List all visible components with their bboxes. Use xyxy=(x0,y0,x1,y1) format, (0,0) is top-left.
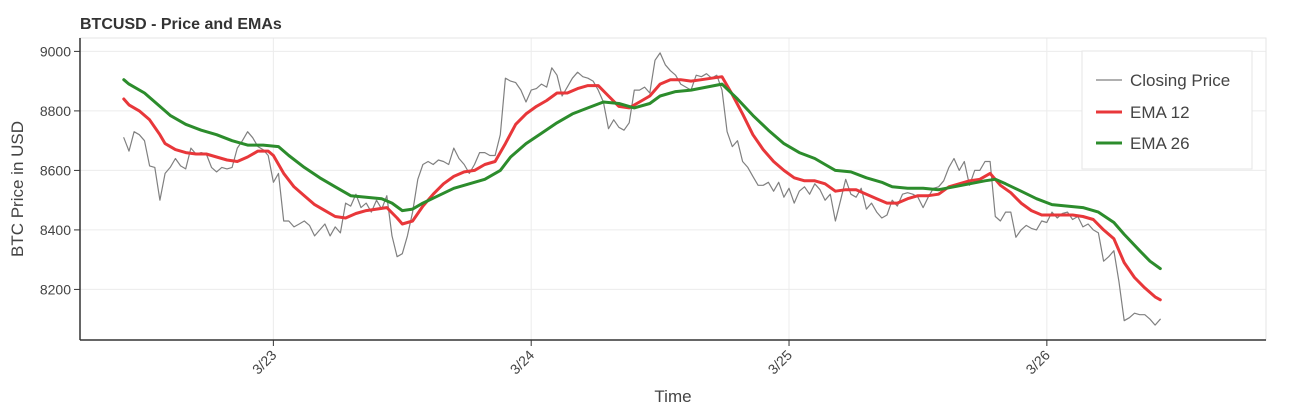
grid-lines xyxy=(80,38,1266,340)
series-line-closing-price xyxy=(123,52,1161,326)
y-tick-label: 8800 xyxy=(40,103,71,119)
legend-label-ema-12: EMA 12 xyxy=(1130,103,1190,122)
legend: Closing Price EMA 12 EMA 26 xyxy=(1081,50,1253,170)
x-axis-label: Time xyxy=(654,387,691,406)
legend-box xyxy=(1081,50,1253,170)
legend-label-closing-price: Closing Price xyxy=(1130,71,1230,90)
series-line-ema-26 xyxy=(122,78,1162,271)
series-line-ema-12 xyxy=(122,75,1162,302)
y-axis-label: BTC Price in USD xyxy=(8,121,27,257)
y-tick-label: 8600 xyxy=(40,162,71,178)
y-tick-label: 8200 xyxy=(40,281,71,297)
y-tick-label: 9000 xyxy=(40,43,71,59)
series-group xyxy=(122,52,1162,326)
chart-title: BTCUSD - Price and EMAs xyxy=(80,16,282,33)
y-tick-label: 8400 xyxy=(40,222,71,238)
legend-label-ema-26: EMA 26 xyxy=(1130,134,1190,153)
